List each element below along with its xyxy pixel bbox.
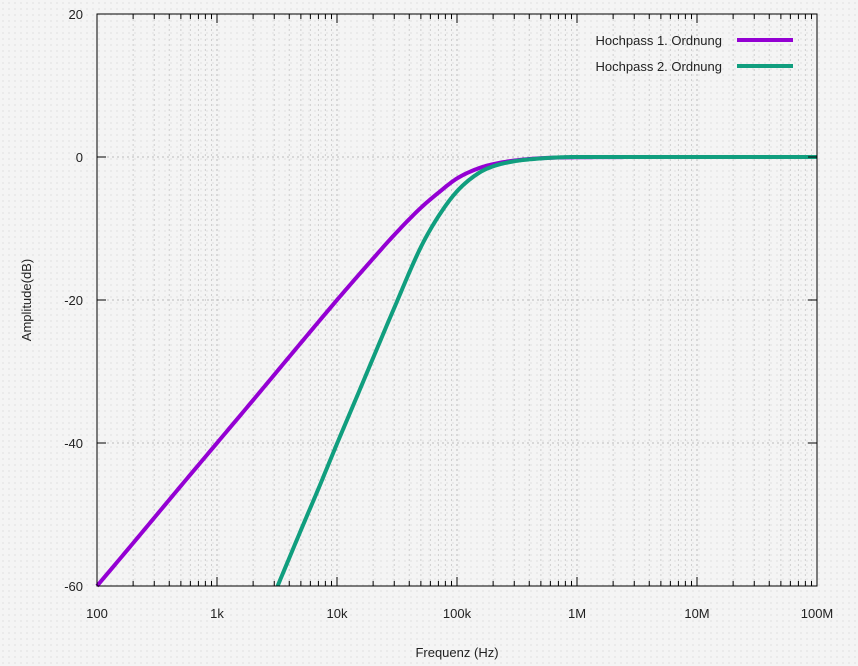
- x-tick-label: 100k: [443, 606, 472, 621]
- y-tick-label: -40: [64, 436, 83, 451]
- grid: [96, 13, 818, 587]
- legend-label-2: Hochpass 2. Ordnung: [596, 59, 722, 74]
- y-tick-label: 20: [69, 7, 83, 22]
- x-tick-label: 1k: [210, 606, 224, 621]
- x-tick-label: 10k: [327, 606, 348, 621]
- legend: Hochpass 1. Ordnung Hochpass 2. Ordnung: [596, 33, 793, 74]
- x-axis-label: Frequenz (Hz): [415, 645, 498, 660]
- x-tick-label: 100: [86, 606, 108, 621]
- axis-ticks: 100 1k 10k 100k 1M 10M 100M 20 0 -20 -40 -60: [64, 7, 833, 621]
- data-series: [95, 155, 818, 588]
- legend-label-1: Hochpass 1. Ordnung: [596, 33, 722, 48]
- y-axis-label: Amplitude(dB): [19, 259, 34, 341]
- series-line-1: [95, 155, 818, 588]
- y-tick-label: -60: [64, 579, 83, 594]
- x-tick-label: 100M: [801, 606, 834, 621]
- x-tick-label: 10M: [684, 606, 709, 621]
- series-line-2: [275, 155, 818, 587]
- x-tick-label: 1M: [568, 606, 586, 621]
- y-tick-label: 0: [76, 150, 83, 165]
- y-tick-label: -20: [64, 293, 83, 308]
